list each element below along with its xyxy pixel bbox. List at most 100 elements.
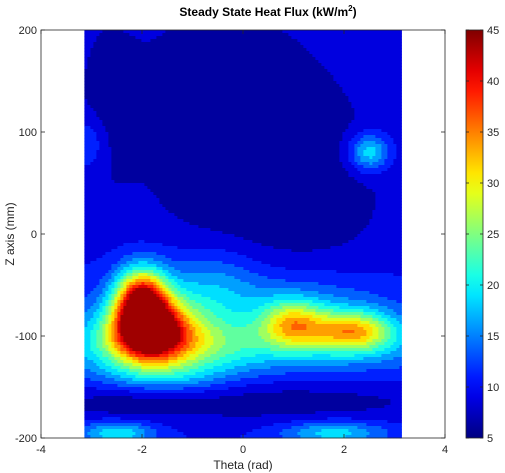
heatmap-cell [111,153,115,157]
heatmap-cell [207,114,211,118]
heatmap-cell [267,75,271,79]
heatmap-cell [207,135,211,139]
heatmap-cell [381,120,385,124]
heatmap-cell [102,150,106,154]
heatmap-cell [387,42,391,46]
heatmap-cell [246,117,250,121]
heatmap-cell [216,162,220,166]
heatmap-cell [300,117,304,121]
heatmap-cell [333,36,337,40]
heatmap-cell [219,72,223,76]
heatmap-cell [210,105,214,109]
heatmap-cell [330,45,334,49]
heatmap-cell [393,168,397,172]
heatmap-cell [360,45,364,49]
heatmap-cell [198,93,202,97]
heatmap-cell [210,87,214,91]
heatmap-cell [384,81,388,85]
heatmap-cell [288,51,292,55]
heatmap-cell [93,114,97,118]
heatmap-cell [330,126,334,130]
heatmap-cell [285,111,289,115]
heatmap-cell [246,126,250,130]
heatmap-cell [393,96,397,100]
heatmap-cell [183,87,187,91]
heatmap-cell [84,90,88,94]
heatmap-cell [189,84,193,88]
heatmap-cell [237,60,241,64]
heatmap-cell [369,81,373,85]
heatmap-cell [369,90,373,94]
heatmap-cell [345,144,349,148]
heatmap-cell [102,93,106,97]
heatmap-cell [135,81,139,85]
heatmap-cell [195,87,199,91]
heatmap-cell [84,75,88,79]
heatmap-cell [369,135,373,139]
heatmap-cell [318,39,322,43]
heatmap-cell [267,48,271,52]
heatmap-cell [318,135,322,139]
heatmap-cell [222,78,226,82]
heatmap-cell [291,45,295,49]
heatmap-cell [174,63,178,67]
heatmap-cell [183,129,187,133]
heatmap-cell [258,147,262,151]
heatmap-cell [204,141,208,145]
heatmap-cell [372,90,376,94]
heatmap-cell [330,51,334,55]
heatmap-cell [84,162,88,166]
heatmap-cell [342,39,346,43]
heatmap-cell [192,96,196,100]
heatmap-cell [381,63,385,67]
heatmap-cell [279,156,283,160]
heatmap-cell [201,96,205,100]
heatmap-cell [393,84,397,88]
heatmap-cell [111,141,115,145]
heatmap-cell [237,147,241,151]
heatmap-cell [84,141,88,145]
heatmap-cell [309,159,313,163]
heatmap-cell [246,108,250,112]
heatmap-cell [381,54,385,58]
heatmap-cell [324,48,328,52]
heatmap-cell [243,72,247,76]
heatmap-cell [375,84,379,88]
heatmap-cell [249,132,253,136]
heatmap-cell [282,60,286,64]
heatmap-cell [174,72,178,76]
heatmap-cell [306,72,310,76]
heatmap-cell [312,90,316,94]
heatmap-cell [222,126,226,130]
heatmap-cell [129,138,133,142]
heatmap-cell [243,66,247,70]
heatmap-cell [135,60,139,64]
heatmap-cell [204,144,208,148]
heatmap-cell [141,78,145,82]
heatmap-cell [303,36,307,40]
heatmap-cell [210,147,214,151]
heatmap-cell [228,87,232,91]
heatmap-cell [168,126,172,130]
heatmap-cell [147,57,151,61]
heatmap-cell [237,159,241,163]
heatmap-cell [174,51,178,55]
heatmap-cell [123,48,127,52]
heatmap-cell [174,84,178,88]
heatmap-cell [222,99,226,103]
heatmap-cell [390,156,394,160]
heatmap-cell [237,111,241,115]
heatmap-cell [150,39,154,43]
heatmap-cell [324,108,328,112]
heatmap-cell [315,36,319,40]
heatmap-cell [282,54,286,58]
heatmap-cell [309,105,313,109]
heatmap-cell [342,51,346,55]
heatmap-cell [312,123,316,127]
heatmap-cell [159,138,163,142]
heatmap-cell [207,165,211,169]
heatmap-cell [120,129,124,133]
heatmap-cell [216,123,220,127]
heatmap-cell [285,42,289,46]
heatmap-cell [195,165,199,169]
